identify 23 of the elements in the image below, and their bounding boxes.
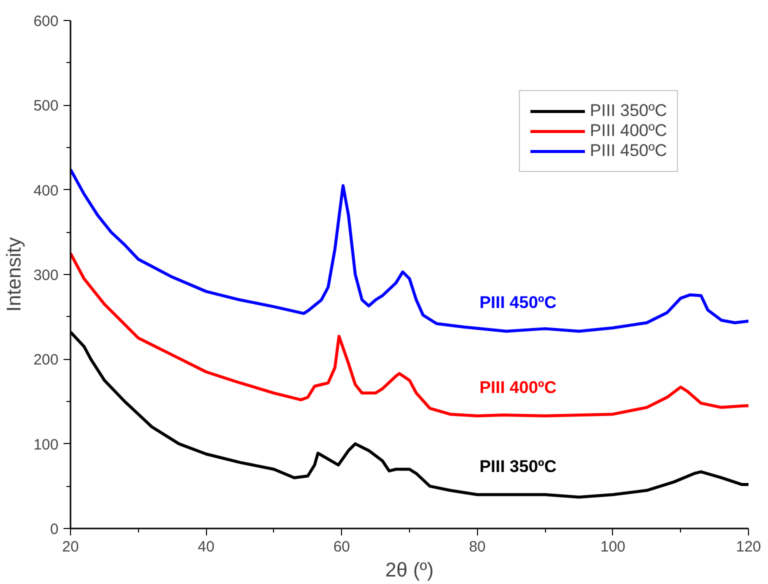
x-tick-label: 120 bbox=[736, 538, 762, 556]
legend-label: PIII 350ºC bbox=[590, 101, 667, 121]
x-tick-label: 60 bbox=[333, 538, 350, 556]
annotation: PIII 450ºC bbox=[479, 292, 557, 312]
annotation: PIII 350ºC bbox=[479, 457, 557, 476]
x-tick-label: 80 bbox=[468, 538, 486, 556]
y-tick-label: 400 bbox=[33, 182, 59, 200]
y-tick-label: 500 bbox=[33, 98, 59, 115]
annotation: PIII 400ºC bbox=[479, 378, 557, 397]
y-tick-label: 300 bbox=[33, 267, 59, 284]
x-tick-label: 20 bbox=[62, 538, 79, 556]
legend-label: PIII 400ºC bbox=[590, 121, 667, 141]
line-series bbox=[70, 252, 748, 418]
line-series bbox=[70, 168, 748, 333]
y-tick-label: 0 bbox=[50, 521, 58, 538]
y-tick-label: 100 bbox=[33, 436, 59, 454]
legend-label: PIII 450ºC bbox=[590, 141, 667, 161]
y-tick-label: 200 bbox=[33, 352, 59, 369]
x-axis-title: 2θ (º) bbox=[385, 560, 434, 582]
y-tick-label: 600 bbox=[33, 13, 59, 30]
y-axis-title: Intensity bbox=[3, 237, 26, 312]
x-tick-label: 40 bbox=[198, 538, 214, 556]
x-tick-label: 100 bbox=[600, 538, 626, 556]
